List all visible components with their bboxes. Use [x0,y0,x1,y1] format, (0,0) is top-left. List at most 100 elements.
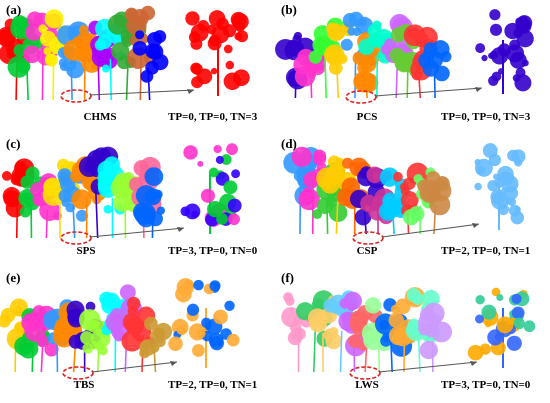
crown-points [43,178,63,197]
tree-group [275,11,452,99]
crop-points [210,67,218,75]
crop-points [168,336,183,352]
highlight-ellipse [62,366,94,380]
crop-points [506,335,522,351]
crown-points [13,43,27,57]
crop-points [504,22,521,40]
crop-points [475,43,486,54]
crown-points [326,48,341,64]
panel-a: (a) CHMS TP=0, TP=0, TN=3 [0,0,275,134]
crown-points [44,9,64,29]
crown-points [63,39,85,61]
crown-points [325,332,342,350]
panel-b: (b) PCS TP=0, TP=0, TN=3 [275,0,550,134]
crop-points [512,74,521,82]
crop-points [185,11,200,26]
crown-points [119,284,136,301]
crop-points [226,143,238,156]
crown-points [62,57,77,72]
crown-points [370,202,380,212]
crop-points [231,169,241,179]
tree-group [281,287,452,373]
crown-points [347,303,356,312]
crown-points [309,314,328,333]
crown-points [291,146,312,167]
tree-group [0,284,173,373]
panel-f: (f) LWS TP=3, TP=0, TN=0 [275,268,550,402]
crown-points [363,329,384,351]
crown-points [71,189,92,210]
crown-points [347,27,356,36]
crop-points [213,309,228,325]
crop-points [475,295,485,305]
crown-points [56,158,70,172]
arrow-line [91,361,178,373]
crown-points [144,167,164,186]
crown-points [16,59,31,74]
crown-points [36,335,49,348]
crop-points [511,306,525,320]
highlight-ellipse [60,231,92,245]
crop-points [475,314,484,324]
crown-points [409,209,420,219]
arrow-head [475,87,482,92]
tree [417,302,452,373]
crown-points [379,167,400,187]
tree [139,316,173,373]
panel-label: (d) [281,136,297,151]
crown-points [293,170,306,182]
crop-points [223,180,238,195]
crop-points [507,149,519,162]
tree [291,146,327,235]
panel-label: (c) [6,136,21,151]
crown-points [30,182,46,198]
crown-points [423,302,445,325]
crop-points [491,71,502,82]
crown-points [23,45,41,64]
metrics-label: TP=2, TP=0, TN=1 [441,245,531,257]
crown-points [119,188,129,198]
crown-points [91,47,111,67]
tree-trunk [109,59,112,101]
crop-points [479,343,491,355]
crown-points [394,52,415,73]
point-cloud-a [0,5,250,103]
crop-points [190,38,203,50]
crown-points [127,8,137,18]
panel-label: (a) [6,2,22,17]
crop-points [513,317,525,330]
crown-points [364,297,382,314]
crop-points [505,197,513,205]
arrow-line [374,87,483,97]
crown-points [289,321,302,333]
point-cloud-b [275,9,534,104]
crop-points [208,10,226,27]
method-label: SPS [76,245,96,257]
crop-points [488,153,501,167]
crown-points [379,319,390,330]
crown-points [82,343,93,354]
crown-points [80,331,94,345]
arrow-head [170,361,177,366]
crop-points [196,328,206,339]
crown-points [132,41,148,56]
crop-points [193,279,204,291]
crown-points [140,5,156,21]
tree-trunk [324,52,327,99]
crop-points [490,47,509,65]
crown-points [328,203,348,222]
crown-points [109,308,125,323]
tree-group [0,5,169,101]
method-label: PCS [356,111,378,123]
cropped-tree [185,10,250,96]
crown-points [38,24,48,34]
crown-points [11,15,28,32]
crop-points [176,324,187,335]
crown-points [126,296,141,311]
crown-points [388,312,404,328]
crop-points [228,213,240,226]
tree-group [1,146,166,239]
crop-points [514,206,521,213]
crop-points [497,68,505,75]
crown-points [293,31,302,40]
